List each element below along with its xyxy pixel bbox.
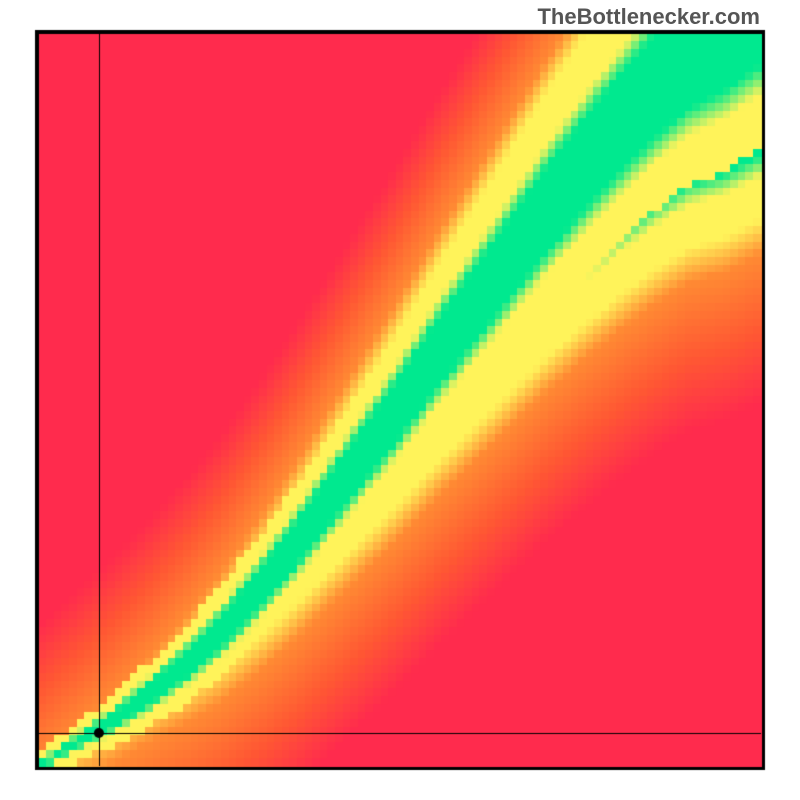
watermark-label: TheBottlenecker.com: [537, 4, 760, 30]
heatmap-plot: [0, 0, 800, 800]
